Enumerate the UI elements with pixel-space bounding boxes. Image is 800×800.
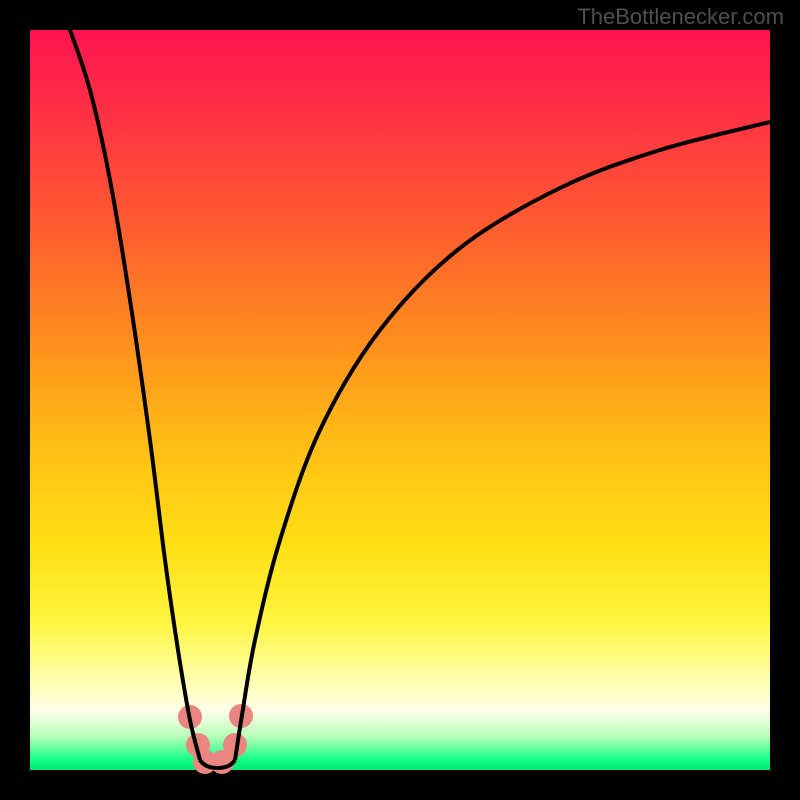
watermark-text: TheBottlenecker.com [577, 4, 784, 30]
curve-layer [0, 0, 800, 800]
chart-stage: TheBottlenecker.com [0, 0, 800, 800]
right-curve [235, 122, 770, 760]
left-curve [70, 30, 200, 760]
